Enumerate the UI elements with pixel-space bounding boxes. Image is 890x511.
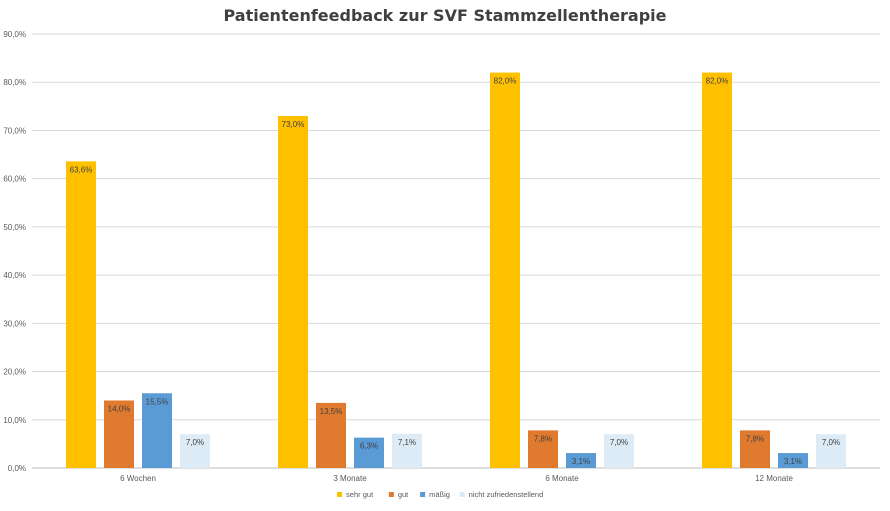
bar <box>354 437 384 468</box>
bar <box>66 161 96 468</box>
data-label: 7,0% <box>186 438 204 447</box>
legend-label: mäßig <box>429 490 450 499</box>
y-tick-label: 60,0% <box>3 175 26 184</box>
bar <box>490 72 520 469</box>
data-label: 15,5% <box>146 397 169 406</box>
data-label: 82,0% <box>494 77 517 86</box>
data-label: 7,0% <box>822 438 840 447</box>
data-label: 3,1% <box>784 457 802 466</box>
legend-label: nicht zufriedenstellend <box>469 490 544 499</box>
legend-label: gut <box>398 490 409 499</box>
legend-swatch <box>337 492 343 497</box>
data-label: 13,5% <box>320 407 343 416</box>
data-label: 7,8% <box>534 434 552 443</box>
legend-swatch <box>420 492 426 497</box>
data-label: 63,6% <box>70 165 93 174</box>
bar <box>740 430 770 468</box>
bar <box>778 453 808 468</box>
y-tick-label: 50,0% <box>3 223 26 232</box>
data-label: 82,0% <box>706 77 729 86</box>
data-label: 7,1% <box>398 438 416 447</box>
y-tick-label: 20,0% <box>3 368 26 377</box>
bar <box>816 434 846 468</box>
data-label: 3,1% <box>572 457 590 466</box>
y-tick-label: 30,0% <box>3 319 26 328</box>
y-tick-label: 0,0% <box>8 464 26 473</box>
y-tick-label: 10,0% <box>3 416 26 425</box>
chart-title: Patientenfeedback zur SVF Stammzellenthe… <box>223 6 667 25</box>
bar <box>528 430 558 468</box>
y-tick-label: 40,0% <box>3 271 26 280</box>
y-tick-label: 90,0% <box>3 30 26 39</box>
data-label: 14,0% <box>108 404 131 413</box>
data-label: 6,3% <box>360 442 378 451</box>
bar <box>392 433 422 468</box>
bar <box>604 434 634 468</box>
bar <box>316 402 346 468</box>
data-label: 7,0% <box>610 438 628 447</box>
bar <box>702 72 732 469</box>
x-tick-label: 3 Monate <box>333 474 367 483</box>
bar <box>180 434 210 468</box>
data-label: 7,8% <box>746 434 764 443</box>
legend-label: sehr gut <box>346 490 374 499</box>
x-tick-label: 6 Monate <box>545 474 579 483</box>
y-tick-label: 70,0% <box>3 126 26 135</box>
y-tick-label: 80,0% <box>3 78 26 87</box>
data-label: 73,0% <box>282 120 305 129</box>
bar <box>142 393 172 468</box>
legend-swatch <box>459 492 465 497</box>
bar <box>104 400 134 468</box>
bar <box>566 453 596 468</box>
x-tick-label: 6 Wochen <box>120 474 156 483</box>
legend-swatch <box>388 492 394 497</box>
bar <box>278 115 308 468</box>
x-tick-label: 12 Monate <box>755 474 793 483</box>
